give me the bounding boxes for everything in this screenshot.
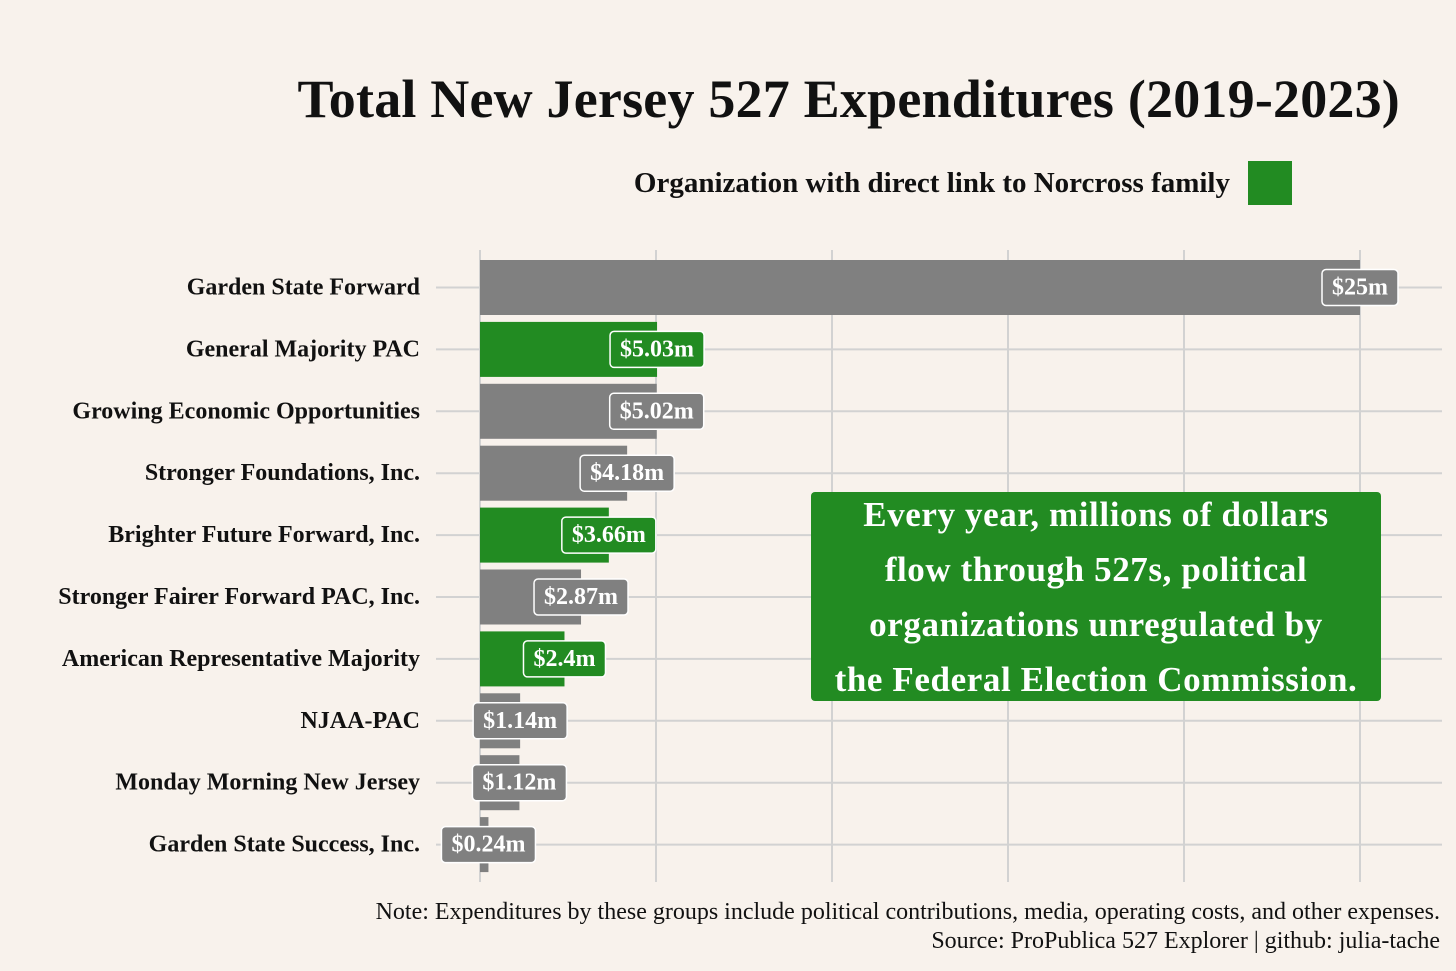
category-labels: Garden State Forward General Majority PAC… <box>58 275 420 858</box>
value-label-text: $2.87m <box>544 584 618 610</box>
value-label: $3.66m <box>561 516 657 554</box>
value-label-box <box>608 392 705 431</box>
value-label-text: $1.14m <box>483 708 557 734</box>
value-label-text: $2.4m <box>533 646 595 672</box>
value-label-box <box>1321 268 1399 307</box>
value-label: $2.87m <box>533 578 629 616</box>
callout-line: flow through 527s, political <box>884 549 1308 589</box>
category-label: Garden State Forward <box>187 275 421 301</box>
category-label: Stronger Fairer Forward PAC, Inc. <box>58 584 420 610</box>
value-labels: $25m $5.03m $5.02m $4.18m $3.66m $2.87m $2.4m $… <box>440 268 1399 864</box>
legend-label: Organization with direct link to Norcros… <box>633 167 1230 199</box>
value-label-text: $0.24m <box>451 832 525 858</box>
legend-swatch <box>1248 161 1292 205</box>
value-label: $4.18m <box>579 454 675 492</box>
value-label-box <box>472 702 568 740</box>
value-label-text: $5.02m <box>620 398 694 424</box>
value-label-box <box>579 454 675 492</box>
category-label: Growing Economic Opportunities <box>72 398 420 424</box>
value-label-box <box>609 330 705 369</box>
note-text: Note: Expenditures by these groups inclu… <box>375 899 1440 925</box>
callout-text: Every year, millions of dollars flow thr… <box>835 487 1358 707</box>
footer-note: Note: Expenditures by these groups inclu… <box>376 898 1440 956</box>
value-label-text: $4.18m <box>590 460 664 486</box>
category-label: Monday Morning New Jersey <box>115 770 420 796</box>
value-label-box <box>522 640 607 678</box>
legend: Organization with direct link to Norcros… <box>634 161 1292 205</box>
value-label: $5.03m <box>609 330 705 369</box>
value-label: $5.02m <box>608 392 705 431</box>
value-label: $1.14m <box>472 702 568 740</box>
callout-box: Every year, millions of dollars flow thr… <box>811 492 1381 701</box>
callout-line: organizations unregulated by <box>869 604 1323 644</box>
category-label: General Majority PAC <box>186 336 420 362</box>
category-label: American Representative Majority <box>62 646 420 672</box>
value-label: $2.4m <box>522 640 607 678</box>
value-label-text: $25m <box>1332 275 1388 301</box>
category-label: Garden State Success, Inc. <box>149 832 420 858</box>
value-label: $25m <box>1321 268 1399 307</box>
callout-line: Every year, millions of dollars <box>863 494 1329 534</box>
category-label: Stronger Foundations, Inc. <box>145 460 420 486</box>
value-label: $1.12m <box>471 763 568 802</box>
chart-title: Total New Jersey 527 Expenditures (2019-… <box>297 69 1400 129</box>
value-label-box <box>533 578 629 616</box>
value-label-box <box>440 825 537 864</box>
value-label-box <box>561 516 657 554</box>
category-label: Brighter Future Forward, Inc. <box>108 522 420 548</box>
category-label: NJAA-PAC <box>300 708 420 734</box>
value-label-text: $3.66m <box>572 522 646 548</box>
callout-line: the Federal Election Commission. <box>834 659 1358 699</box>
value-label-text: $5.03m <box>620 336 694 362</box>
value-label-box <box>471 763 568 802</box>
value-label-text: $1.12m <box>482 770 556 796</box>
bar <box>480 260 1360 315</box>
value-label: $0.24m <box>440 825 537 864</box>
source-text: Source: ProPublica 527 Explorer | github… <box>931 928 1440 954</box>
